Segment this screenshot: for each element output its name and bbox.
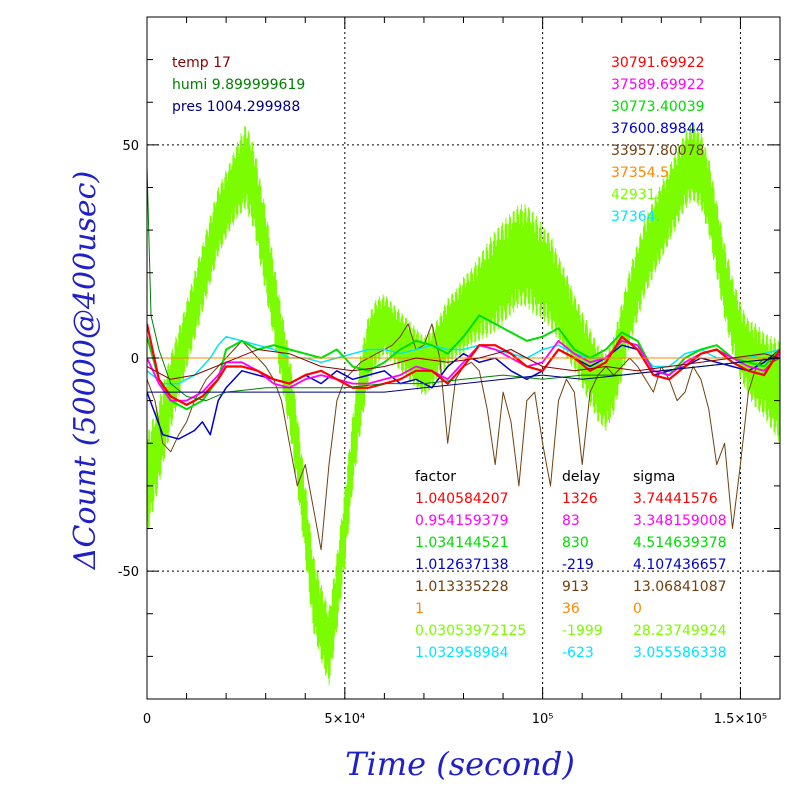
y-tick-label: 0 — [131, 352, 139, 367]
x-tick-label: 10⁵ — [532, 712, 554, 727]
legend-value: 33957.80078 — [611, 143, 705, 159]
table-cell: 1 — [415, 601, 424, 617]
table-cell: 1326 — [562, 491, 598, 507]
table-cell: 4.514639378 — [633, 535, 727, 551]
table-cell: 1.012637138 — [415, 557, 509, 573]
table-cell: 36 — [562, 601, 580, 617]
table-header: sigma — [633, 469, 675, 485]
legend-value: 37364. — [611, 209, 660, 225]
table-cell: 1.034144521 — [415, 535, 509, 551]
table-cell: 1.040584207 — [415, 491, 509, 507]
stats-table: factor delay sigma 1.040584207 1326 3.7444157… — [415, 469, 727, 661]
series-line — [147, 323, 780, 406]
table-cell: 1.013335228 — [415, 579, 509, 595]
table-cell: -219 — [562, 557, 594, 573]
y-axis-title: ΔCount (50000@400usec) — [68, 171, 103, 570]
series-line — [147, 323, 780, 551]
table-cell: 3.348159008 — [633, 513, 727, 529]
table-cell: 830 — [562, 535, 589, 551]
legend-value: 30773.40039 — [611, 99, 705, 115]
table-cell: 28.23749924 — [633, 623, 727, 639]
series-line — [147, 340, 780, 402]
env-temp: temp 17 — [172, 55, 231, 71]
env-pres: pres 1004.299988 — [172, 99, 300, 115]
legend-value: 37600.89844 — [611, 121, 705, 137]
table-cell: -1999 — [562, 623, 603, 639]
table-header: delay — [562, 469, 600, 485]
y-tick-label: -50 — [118, 565, 139, 580]
series-layer — [147, 124, 780, 685]
series-line — [147, 357, 780, 393]
env-humi: humi 9.899999619 — [172, 77, 305, 93]
series-line — [147, 335, 780, 385]
series-line — [147, 124, 780, 685]
table-cell: 0.03053972125 — [415, 623, 526, 639]
tick-marks — [146, 16, 781, 700]
x-tick-label: 5×10⁴ — [324, 712, 365, 727]
table-cell: 0.954159379 — [415, 513, 509, 529]
legend-value: 37589.69922 — [611, 77, 705, 93]
table-cell: 13.06841087 — [633, 579, 727, 595]
table-cell: 1.032958984 — [415, 645, 509, 661]
series-line — [147, 344, 780, 440]
table-cell: 4.107436657 — [633, 557, 727, 573]
table-cell: 83 — [562, 513, 580, 529]
env-annotations: temp 17 humi 9.899999619 pres 1004.29998… — [172, 55, 305, 115]
legend-value: 42931.80 — [611, 187, 678, 203]
legend-value: 30791.69922 — [611, 55, 705, 71]
table-cell: 0 — [633, 601, 642, 617]
table-header: factor — [415, 469, 456, 485]
series-line — [147, 349, 780, 380]
x-tick-label: 1.5×10⁵ — [714, 712, 767, 727]
legend-values: 30791.69922 37589.69922 30773.40039 37600.8… — [611, 55, 705, 225]
tick-labels: 0 5×10⁴ 10⁵ 1.5×10⁵ -50 0 50 — [118, 139, 767, 727]
legend-value: 37354.5 — [611, 165, 669, 181]
table-cell: 913 — [562, 579, 589, 595]
x-axis-title: Time (second) — [345, 745, 575, 783]
table-cell: -623 — [562, 645, 594, 661]
table-cell: 3.74441576 — [633, 491, 718, 507]
x-tick-label: 0 — [143, 712, 151, 727]
table-cell: 3.055586338 — [633, 645, 727, 661]
y-tick-label: 50 — [122, 139, 139, 154]
